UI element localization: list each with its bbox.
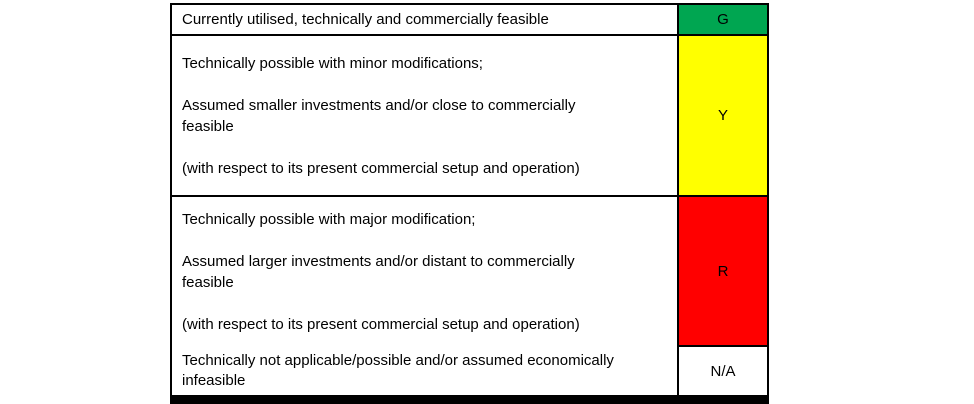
status-code: Y: [717, 107, 728, 124]
description-line: feasible: [182, 117, 234, 135]
description-cell: Technically possible with minor modifica…: [172, 36, 677, 197]
description-line: Assumed smaller investments and/or close…: [182, 96, 576, 114]
status-cell-green: G: [677, 5, 767, 36]
description-paragraph: Technically not applicable/possible and/…: [182, 351, 667, 391]
legend-row-yellow: Technically possible with minor modifica…: [172, 36, 767, 197]
description-line: (with respect to its present commercial …: [182, 159, 580, 177]
description-paragraph: Assumed larger investments and/or distan…: [182, 251, 667, 293]
description-line: Technically not applicable/possible and/…: [182, 352, 614, 369]
description-paragraph: Currently utilised, technically and comm…: [182, 9, 667, 30]
status-code: R: [717, 262, 729, 280]
description-line: (with respect to its present commercial …: [182, 316, 580, 333]
description-paragraph: (with respect to its present commercial …: [182, 314, 667, 335]
status-cell-red: R: [677, 197, 767, 347]
description-line: Technically possible with major modifica…: [182, 211, 476, 228]
description-line: infeasible: [182, 372, 246, 389]
description-paragraph: Technically possible with major modifica…: [182, 209, 667, 230]
description-paragraph: Technically possible with minor modifica…: [182, 53, 667, 74]
description-line: Currently utilised, technically and comm…: [182, 11, 549, 28]
status-cell-na: N/A: [677, 347, 767, 395]
description-line: feasible: [182, 274, 234, 291]
legend-row-na: Technically not applicable/possible and/…: [172, 347, 767, 395]
legend-table: Currently utilised, technically and comm…: [170, 3, 769, 397]
legend-row-red: Technically possible with major modifica…: [172, 197, 767, 347]
status-code: N/A: [710, 362, 736, 380]
legend-row-green: Currently utilised, technically and comm…: [172, 5, 767, 36]
description-cell: Technically possible with major modifica…: [172, 197, 677, 347]
description-cell: Technically not applicable/possible and/…: [172, 347, 677, 395]
description-paragraph: (with respect to its present commercial …: [182, 158, 667, 179]
description-cell: Currently utilised, technically and comm…: [172, 5, 677, 36]
description-line: Technically possible with minor modifica…: [182, 54, 483, 72]
status-code: G: [717, 11, 729, 28]
status-cell-yellow: Y: [677, 36, 767, 197]
feasibility-legend: Currently utilised, technically and comm…: [170, 3, 769, 397]
description-paragraph: Assumed smaller investments and/or close…: [182, 95, 667, 137]
bottom-divider-bar: [170, 397, 769, 404]
description-line: Assumed larger investments and/or distan…: [182, 253, 575, 270]
